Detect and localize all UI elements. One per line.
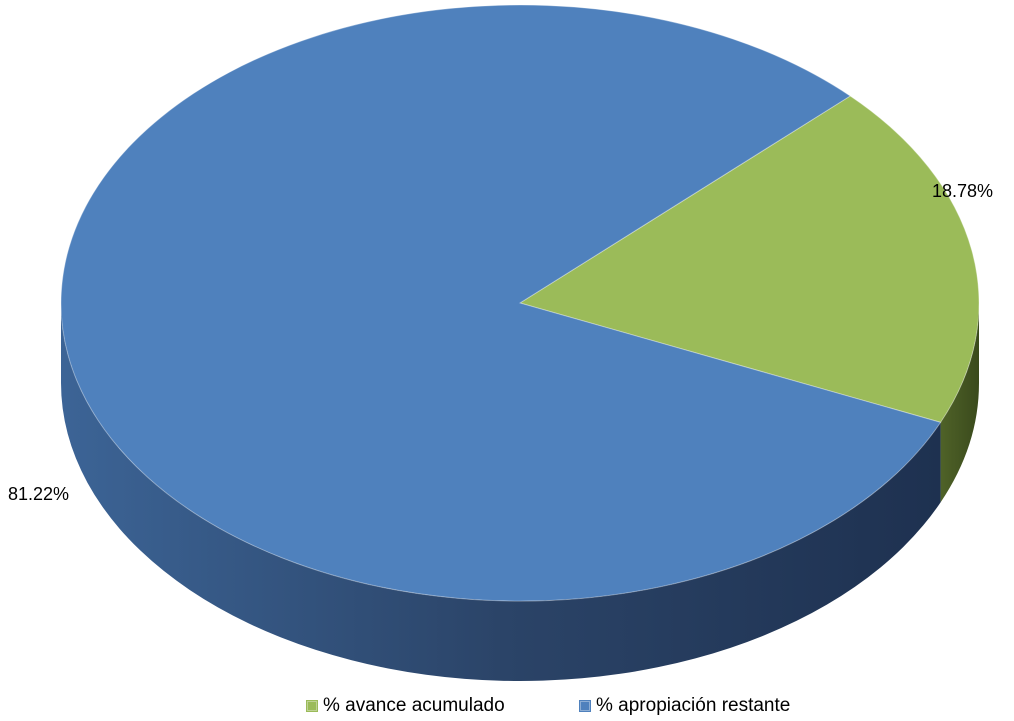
pie-slice-side-1	[61, 303, 941, 681]
pie-tops	[60, 4, 980, 602]
pie-slice-side-0	[940, 303, 979, 503]
legend-label-restante: % apropiación restante	[596, 695, 791, 716]
legend: % avance acumulado % apropiación restant…	[0, 693, 1014, 719]
pie-slice-top-0	[518, 95, 980, 423]
pie-slice-top-1	[60, 4, 942, 602]
legend-swatch-blue-icon	[579, 700, 591, 712]
data-label-avance: 18.78%	[932, 181, 993, 201]
legend-label-avance: % avance acumulado	[323, 695, 505, 716]
pie-chart: 18.78% 81.22%	[8, 4, 993, 681]
data-label-restante: 81.22%	[8, 484, 69, 504]
legend-swatch-green-icon	[306, 700, 318, 712]
legend-item-avance: % avance acumulado	[306, 693, 505, 719]
pie-sides	[61, 303, 979, 681]
legend-item-restante: % apropiación restante	[579, 693, 790, 719]
